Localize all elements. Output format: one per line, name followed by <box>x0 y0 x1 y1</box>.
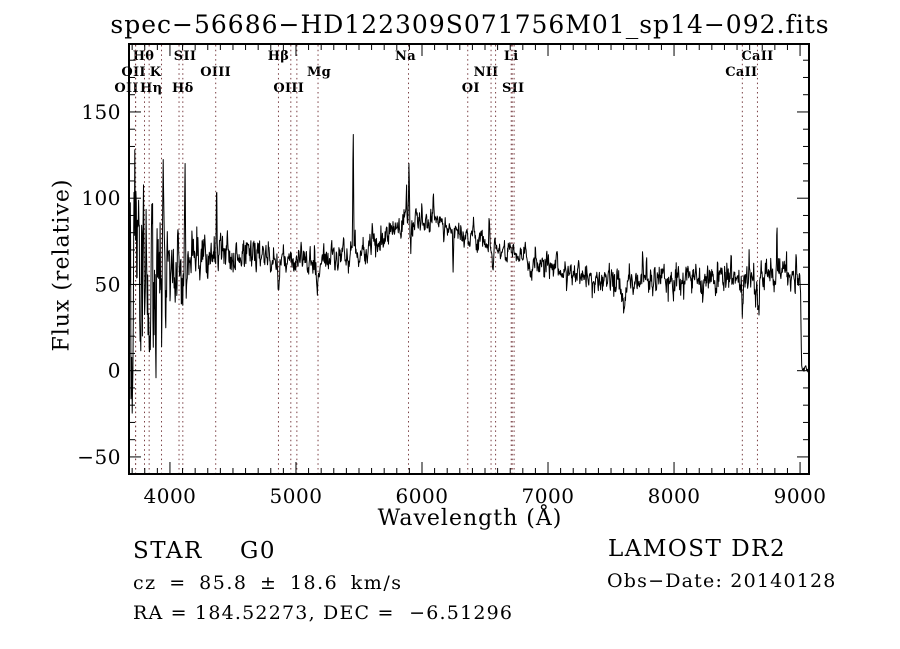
y-tick-label: 50 <box>95 272 121 296</box>
x-tick-label: 8000 <box>648 484 701 508</box>
x-tick-label: 9000 <box>774 484 827 508</box>
page-title: spec−56686−HD122309S071756M01_sp14−092.f… <box>110 10 830 39</box>
spectral-line-label: OI <box>461 81 480 96</box>
spectral-line-label: OII <box>121 65 146 80</box>
spectral-line-label: Mg <box>306 65 332 80</box>
plot-frame <box>128 43 810 475</box>
spectral-line-label: Na <box>395 49 416 64</box>
x-axis-title: Wavelength (Å) <box>377 506 563 531</box>
spectral-line-label: NII <box>473 65 499 80</box>
cz-velocity-label: cz = 85.8 ± 18.6 km/s <box>133 572 403 594</box>
spectral-line-label: K <box>149 65 162 80</box>
x-tick-label: 5000 <box>270 484 323 508</box>
spectral-line-label: CaII <box>725 65 758 80</box>
spectral-line-label: CaII <box>741 49 774 64</box>
y-tick-label: 150 <box>81 100 121 124</box>
y-tick-label: 0 <box>108 359 121 383</box>
spectrum-trace <box>130 134 808 414</box>
spectral-line-label: Hη <box>139 81 163 96</box>
object-subclass-label: G0 <box>240 538 277 564</box>
object-class-label: STAR <box>133 538 203 564</box>
x-tick-label: 7000 <box>522 484 575 508</box>
spectral-line-label: OII <box>114 81 139 96</box>
obs-date-label: Obs−Date: 20140128 <box>607 570 837 592</box>
ra-dec-label: RA = 184.52273, DEC = −6.51296 <box>133 602 514 624</box>
spectral-line-label: Li <box>503 49 519 64</box>
y-tick-label: −50 <box>77 445 121 469</box>
x-tick-label: 6000 <box>396 484 449 508</box>
spectral-line-label: OIII <box>200 65 232 80</box>
x-tick-label: 4000 <box>144 484 197 508</box>
spectral-line-label: SII <box>501 81 525 96</box>
survey-release-label: LAMOST DR2 <box>608 536 787 562</box>
spectral-line-label: Hβ <box>267 49 290 64</box>
spectral-line-label: OIII <box>273 81 305 96</box>
y-tick-label: 100 <box>81 186 121 210</box>
spectral-line-markers <box>135 45 758 473</box>
